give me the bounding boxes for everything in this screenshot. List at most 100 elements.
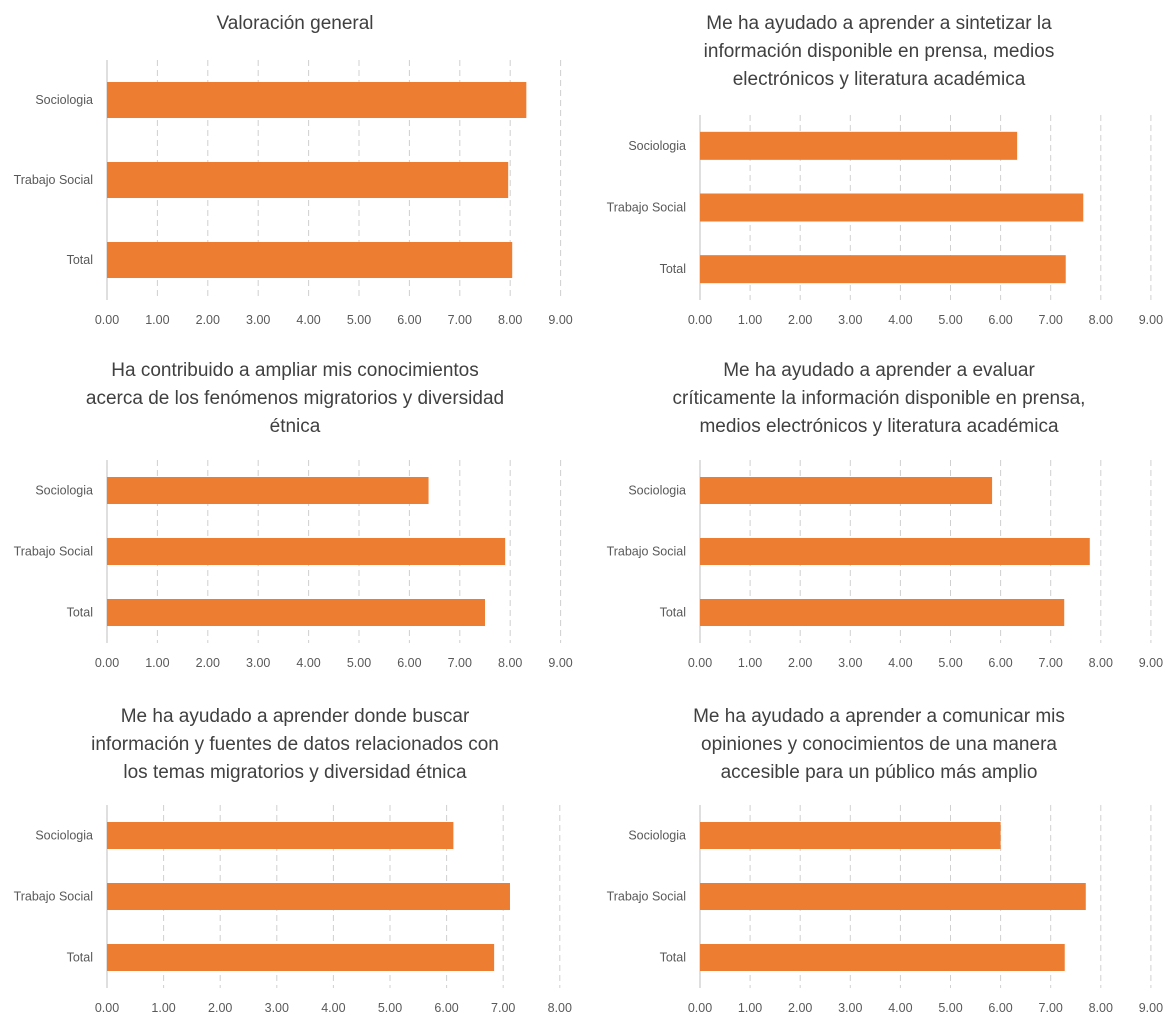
x-tick-label: 7.00 [1039,313,1063,327]
x-tick-label: 0.00 [95,656,119,670]
chart-title: Ha contribuido a ampliar mis conocimient… [0,357,590,441]
x-tick-label: 6.00 [988,313,1012,327]
x-tick-label: 3.00 [838,656,862,670]
category-label: Sociologia [35,829,93,843]
category-label: Trabajo Social [14,173,93,187]
x-tick-label: 1.00 [145,656,169,670]
x-tick-label: 3.00 [838,313,862,327]
chart-title-line: medios electrónicos y literatura académi… [699,416,1059,437]
x-tick-label: 8.00 [548,1001,572,1013]
chart-title-line: Me ha ayudado a aprender donde buscar [120,706,470,727]
x-tick-label: 8.00 [498,656,522,670]
category-label: Sociologia [628,139,686,153]
bar-total [700,255,1066,284]
chart-title-line: información y fuentes de datos relaciona… [91,734,499,755]
x-tick-label: 5.00 [347,656,371,670]
bar-sociologia [700,131,1018,160]
chart-title-line: electrónicos y literatura académica [732,69,1026,90]
x-tick-label: 0.00 [688,313,712,327]
category-label: Sociologia [628,829,686,843]
chart-title-line: Me ha ayudado a aprender a comunicar mis [693,706,1065,727]
category-label: Total [67,606,93,620]
x-tick-label: 7.00 [491,1001,515,1013]
chart-title: Valoración general [0,10,590,38]
bar-trabajo-social [107,162,509,198]
chart-title-line: Ha contribuido a ampliar mis conocimient… [111,360,479,381]
x-tick-label: 3.00 [838,1001,862,1013]
chart-title-line: Valoración general [216,13,374,34]
x-tick-label: 5.00 [938,1001,962,1013]
x-tick-label: 6.00 [434,1001,458,1013]
x-tick-label: 4.00 [888,1001,912,1013]
bar-sociologia [107,822,454,849]
x-tick-label: 9.00 [1139,313,1163,327]
x-tick-label: 1.00 [738,313,762,327]
category-label: Trabajo Social [607,201,686,215]
category-label: Total [67,951,93,965]
x-tick-label: 2.00 [196,313,220,327]
category-label: Trabajo Social [607,890,686,904]
bar-total [700,944,1065,971]
x-tick-label: 5.00 [378,1001,402,1013]
chart-title-line: étnica [269,416,321,437]
chart-title-line: Me ha ayudado a aprender a evaluar [723,360,1035,381]
chart-title-line: opiniones y conocimientos de una manera [701,734,1057,755]
bar-sociologia [700,477,993,504]
bar-sociologia [107,82,527,118]
x-tick-label: 8.00 [498,313,522,327]
bar-total [700,599,1065,626]
chart-title: Me ha ayudado a aprender a comunicar mis… [590,703,1168,787]
x-tick-label: 4.00 [321,1001,345,1013]
chart-title: Me ha ayudado a aprender a sintetizar la… [590,10,1168,94]
x-tick-label: 8.00 [1089,313,1113,327]
bar-trabajo-social [700,538,1090,565]
category-label: Sociologia [35,484,93,498]
x-tick-label: 4.00 [296,656,320,670]
x-tick-label: 1.00 [151,1001,175,1013]
x-tick-label: 8.00 [1089,1001,1113,1013]
x-tick-label: 2.00 [788,1001,812,1013]
x-tick-label: 5.00 [938,313,962,327]
x-tick-label: 0.00 [95,1001,119,1013]
chart-title-line: los temas migratorios y diversidad étnic… [123,762,467,783]
x-tick-label: 1.00 [738,656,762,670]
bar-total [107,599,485,626]
chart-title-line: información disponible en prensa, medios [703,41,1055,62]
x-tick-label: 7.00 [448,656,472,670]
bar-trabajo-social [107,883,510,910]
category-label: Trabajo Social [14,890,93,904]
x-tick-label: 6.00 [397,656,421,670]
x-tick-label: 6.00 [988,656,1012,670]
x-tick-label: 0.00 [688,656,712,670]
x-tick-label: 3.00 [246,656,270,670]
category-label: Trabajo Social [14,545,93,559]
x-tick-label: 1.00 [738,1001,762,1013]
bar-sociologia [107,477,429,504]
chart-title: Me ha ayudado a aprender donde buscar inf… [0,703,590,787]
x-tick-label: 0.00 [688,1001,712,1013]
chart-title-line: acerca de los fenómenos migratorios y di… [85,388,505,409]
x-tick-label: 9.00 [548,656,572,670]
x-tick-label: 2.00 [208,1001,232,1013]
x-tick-label: 5.00 [347,313,371,327]
bar-total [107,944,495,971]
bar-trabajo-social [700,883,1086,910]
x-tick-label: 8.00 [1089,656,1113,670]
x-tick-label: 7.00 [1039,1001,1063,1013]
bar-sociologia [700,822,1001,849]
chart-title-line: Me ha ayudado a aprender a sintetizar la [706,13,1052,34]
x-tick-label: 0.00 [95,313,119,327]
x-tick-label: 7.00 [1039,656,1063,670]
category-label: Sociologia [35,93,93,107]
x-tick-label: 6.00 [988,1001,1012,1013]
